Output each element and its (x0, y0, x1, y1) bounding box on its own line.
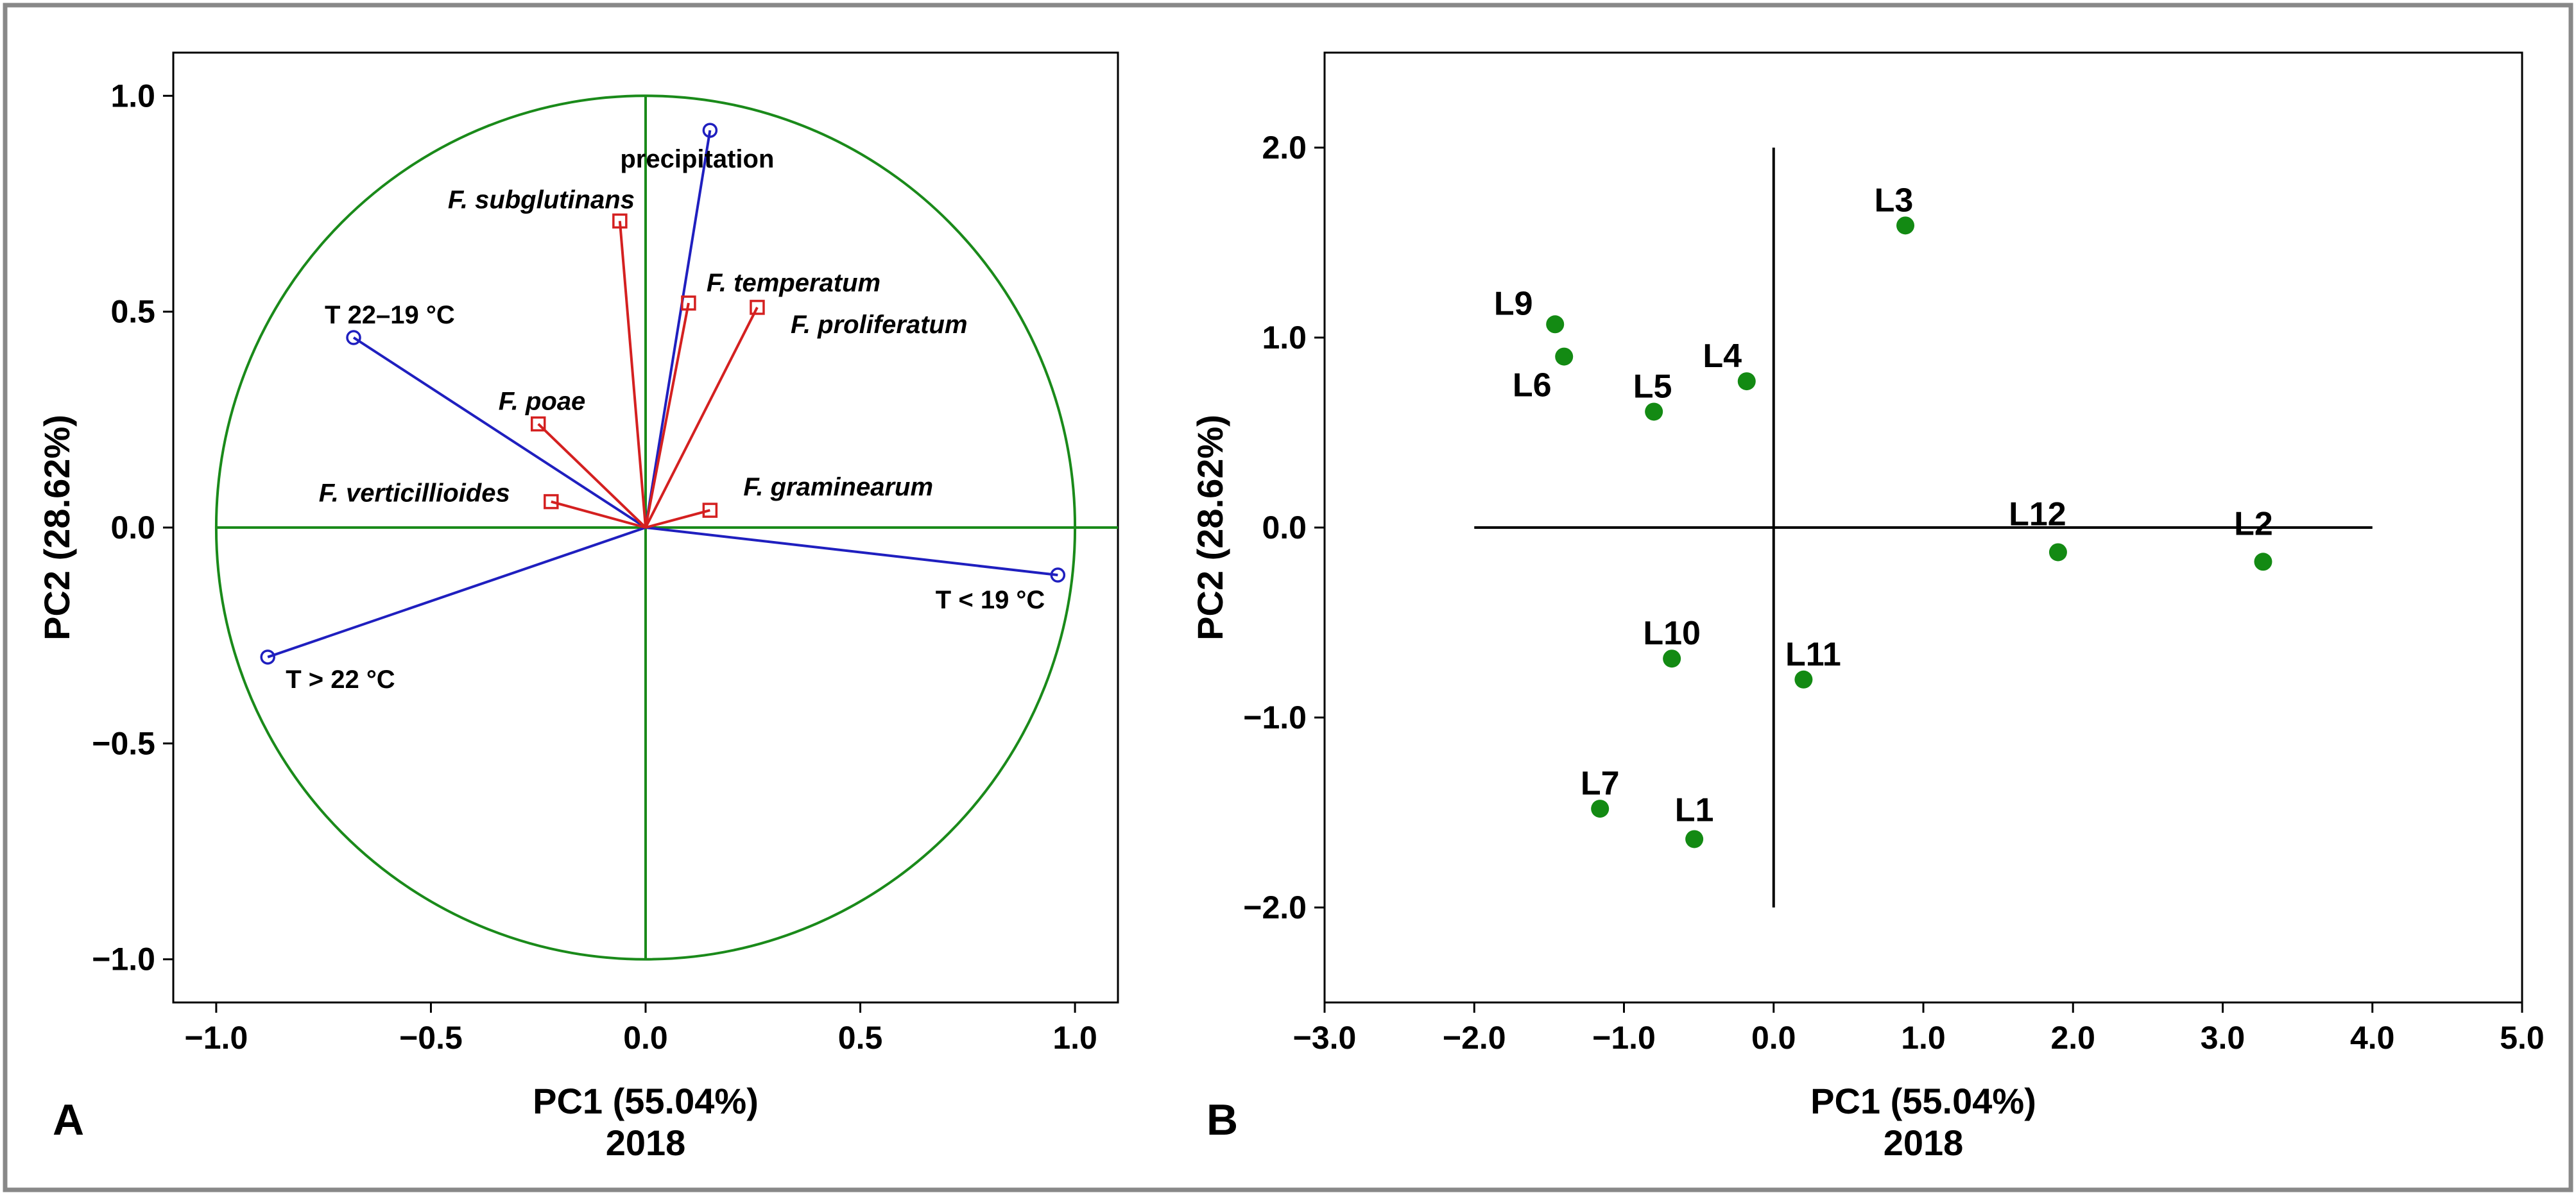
panel-a-xtick-label: −1.0 (185, 1020, 248, 1056)
score-point-l1 (1685, 830, 1704, 848)
score-label-l5: L5 (1633, 368, 1672, 405)
score-label-l2: L2 (2234, 505, 2273, 542)
figure-frame (3, 3, 2573, 1192)
panel-a-ytick-label: 0.5 (110, 294, 155, 330)
vector-precipitation (644, 130, 712, 528)
score-label-l11: L11 (1785, 636, 1841, 673)
panel-b-ytick-label: −1.0 (1243, 700, 1307, 735)
vector-f-temperatum (644, 302, 690, 528)
score-label-l9: L9 (1494, 285, 1533, 322)
panel-b-ytick-label: 2.0 (1262, 130, 1307, 166)
vector-tip-f-proliferatum (750, 300, 765, 315)
panel-b-xlabel: PC1 (55.04%) (1810, 1081, 2036, 1121)
vector-f-subglutinans (618, 221, 647, 528)
panel-b-xtick-label: 1.0 (1901, 1020, 1946, 1056)
panel-b-xtick-label: 0.0 (1751, 1020, 1796, 1056)
panel-b-xtick-label: 3.0 (2201, 1020, 2245, 1056)
vector-tip-f-subglutinans (612, 213, 628, 229)
panel-b-xtick-label: 2.0 (2050, 1020, 2095, 1056)
panel-a-xtick-label: 1.0 (1052, 1020, 1097, 1056)
score-label-l6: L6 (1513, 367, 1552, 404)
score-point-l4 (1737, 372, 1756, 391)
label-t-22-19-c: T 22–19 °C (325, 301, 455, 329)
vector-tip-precipitation (702, 123, 718, 138)
panel-a-loadings-plot: −1.0 −0.5 0.0 0.5 1.0 −1.0 −0.5 0.0 0.5 1.0 precip… (92, 51, 1119, 1056)
score-label-l12: L12 (2009, 495, 2066, 533)
panel-b-letter: B (1206, 1096, 1238, 1144)
panel-b-xtick-label: −2.0 (1443, 1020, 1506, 1056)
score-point-l3 (1896, 216, 1915, 235)
vector-t-22-c (267, 526, 646, 658)
label-t-22-c: T > 22 °C (286, 666, 395, 694)
score-label-l4: L4 (1703, 338, 1742, 375)
score-label-l10: L10 (1643, 615, 1701, 652)
score-point-l2 (2254, 553, 2272, 571)
panel-a-xtick-label: 0.0 (623, 1020, 668, 1056)
vector-f-proliferatum (644, 307, 759, 528)
score-point-l10 (1663, 649, 1681, 668)
score-point-l11 (1794, 670, 1813, 689)
panel-a-subtitle: 2018 (606, 1122, 686, 1163)
panel-b-ytick-label: 0.0 (1262, 510, 1307, 546)
label-f-subglutinans: F. subglutinans (448, 185, 635, 214)
panel-b-xtick-label: 4.0 (2350, 1020, 2395, 1056)
vector-tip-t-19-c (1050, 567, 1066, 583)
score-point-l6 (1555, 347, 1574, 366)
panel-a-ytick-label: −1.0 (92, 941, 155, 977)
label-f-proliferatum: F. proliferatum (791, 311, 968, 339)
score-label-l3: L3 (1875, 182, 1914, 219)
panel-b-ytick-label: 1.0 (1262, 320, 1307, 356)
panel-b-ytick-label: −2.0 (1243, 890, 1307, 925)
panel-a-ylabel: PC2 (28.62%) (37, 415, 77, 640)
vector-tip-f-verticillioides (544, 494, 559, 510)
panel-b-xtick-label: 5.0 (2500, 1020, 2545, 1056)
panel-a-ytick-label: −0.5 (92, 725, 155, 761)
vector-t-19-c (645, 526, 1058, 576)
vector-f-poae (537, 423, 647, 529)
panel-b-xtick-label: −1.0 (1592, 1020, 1656, 1056)
vector-tip-f-graminearum (702, 503, 718, 518)
label-f-poae: F. poae (499, 388, 586, 416)
label-precipitation: precipitation (620, 145, 774, 173)
score-point-l5 (1645, 402, 1663, 421)
panel-a-letter: A (53, 1096, 84, 1144)
vector-tip-t-22-19-c (346, 330, 361, 345)
label-f-graminearum: F. graminearum (743, 473, 933, 501)
score-point-l7 (1591, 800, 1610, 818)
score-label-l7: L7 (1581, 765, 1620, 802)
label-f-temperatum: F. temperatum (707, 269, 880, 297)
panel-a-xtick-label: −0.5 (399, 1020, 463, 1056)
label-t-19-c: T < 19 °C (936, 586, 1045, 614)
panel-b-subtitle: 2018 (1884, 1122, 1964, 1163)
vector-f-graminearum (645, 509, 710, 529)
vector-tip-f-temperatum (681, 295, 696, 311)
panel-b-xtick-label: −3.0 (1293, 1020, 1357, 1056)
vector-f-verticillioides (551, 500, 646, 529)
panel-a-ytick-label: 1.0 (110, 78, 155, 114)
vector-tip-f-poae (530, 416, 546, 432)
score-point-l12 (2048, 543, 2067, 562)
vector-tip-t-22-c (260, 649, 275, 665)
label-f-verticillioides: F. verticillioides (319, 479, 510, 508)
score-label-l1: L1 (1675, 791, 1714, 829)
panel-a-xlabel: PC1 (55.04%) (533, 1081, 759, 1121)
panel-a-xtick-label: 0.5 (838, 1020, 883, 1056)
vector-t-22-19-c (352, 336, 647, 529)
panel-a-ytick-label: 0.0 (110, 510, 155, 546)
panel-b-ylabel: PC2 (28.62%) (1190, 415, 1230, 640)
panel-b-scores-plot: −3.0 −2.0 −1.0 0.0 1.0 2.0 3.0 4.0 5.0 −2.0 −1.0 0.… (1243, 51, 2545, 1056)
score-point-l9 (1546, 315, 1565, 334)
